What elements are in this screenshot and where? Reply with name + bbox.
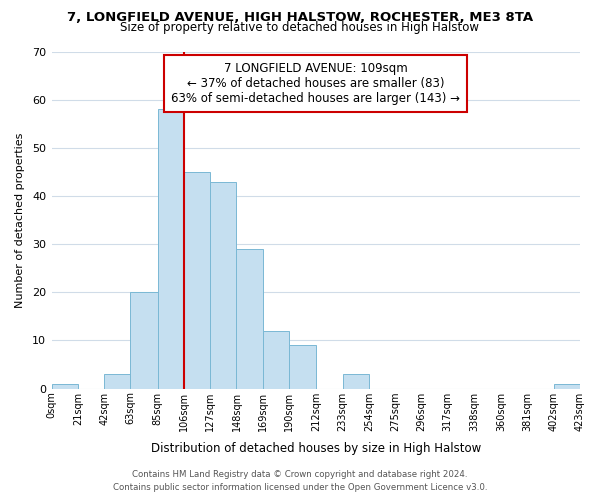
Bar	[52, 384, 78, 388]
Bar	[210, 182, 236, 388]
Text: 7, LONGFIELD AVENUE, HIGH HALSTOW, ROCHESTER, ME3 8TA: 7, LONGFIELD AVENUE, HIGH HALSTOW, ROCHE…	[67, 11, 533, 24]
Bar	[184, 172, 210, 388]
Bar	[104, 374, 130, 388]
Text: 7 LONGFIELD AVENUE: 109sqm
← 37% of detached houses are smaller (83)
63% of semi: 7 LONGFIELD AVENUE: 109sqm ← 37% of deta…	[172, 62, 460, 104]
Bar	[289, 346, 316, 389]
Bar	[130, 292, 158, 388]
X-axis label: Distribution of detached houses by size in High Halstow: Distribution of detached houses by size …	[151, 442, 481, 455]
Bar	[158, 110, 184, 388]
Bar	[343, 374, 369, 388]
Bar	[263, 331, 289, 388]
Text: Size of property relative to detached houses in High Halstow: Size of property relative to detached ho…	[121, 21, 479, 34]
Bar	[236, 249, 263, 388]
Bar	[554, 384, 580, 388]
Y-axis label: Number of detached properties: Number of detached properties	[15, 132, 25, 308]
Text: Contains HM Land Registry data © Crown copyright and database right 2024.
Contai: Contains HM Land Registry data © Crown c…	[113, 470, 487, 492]
